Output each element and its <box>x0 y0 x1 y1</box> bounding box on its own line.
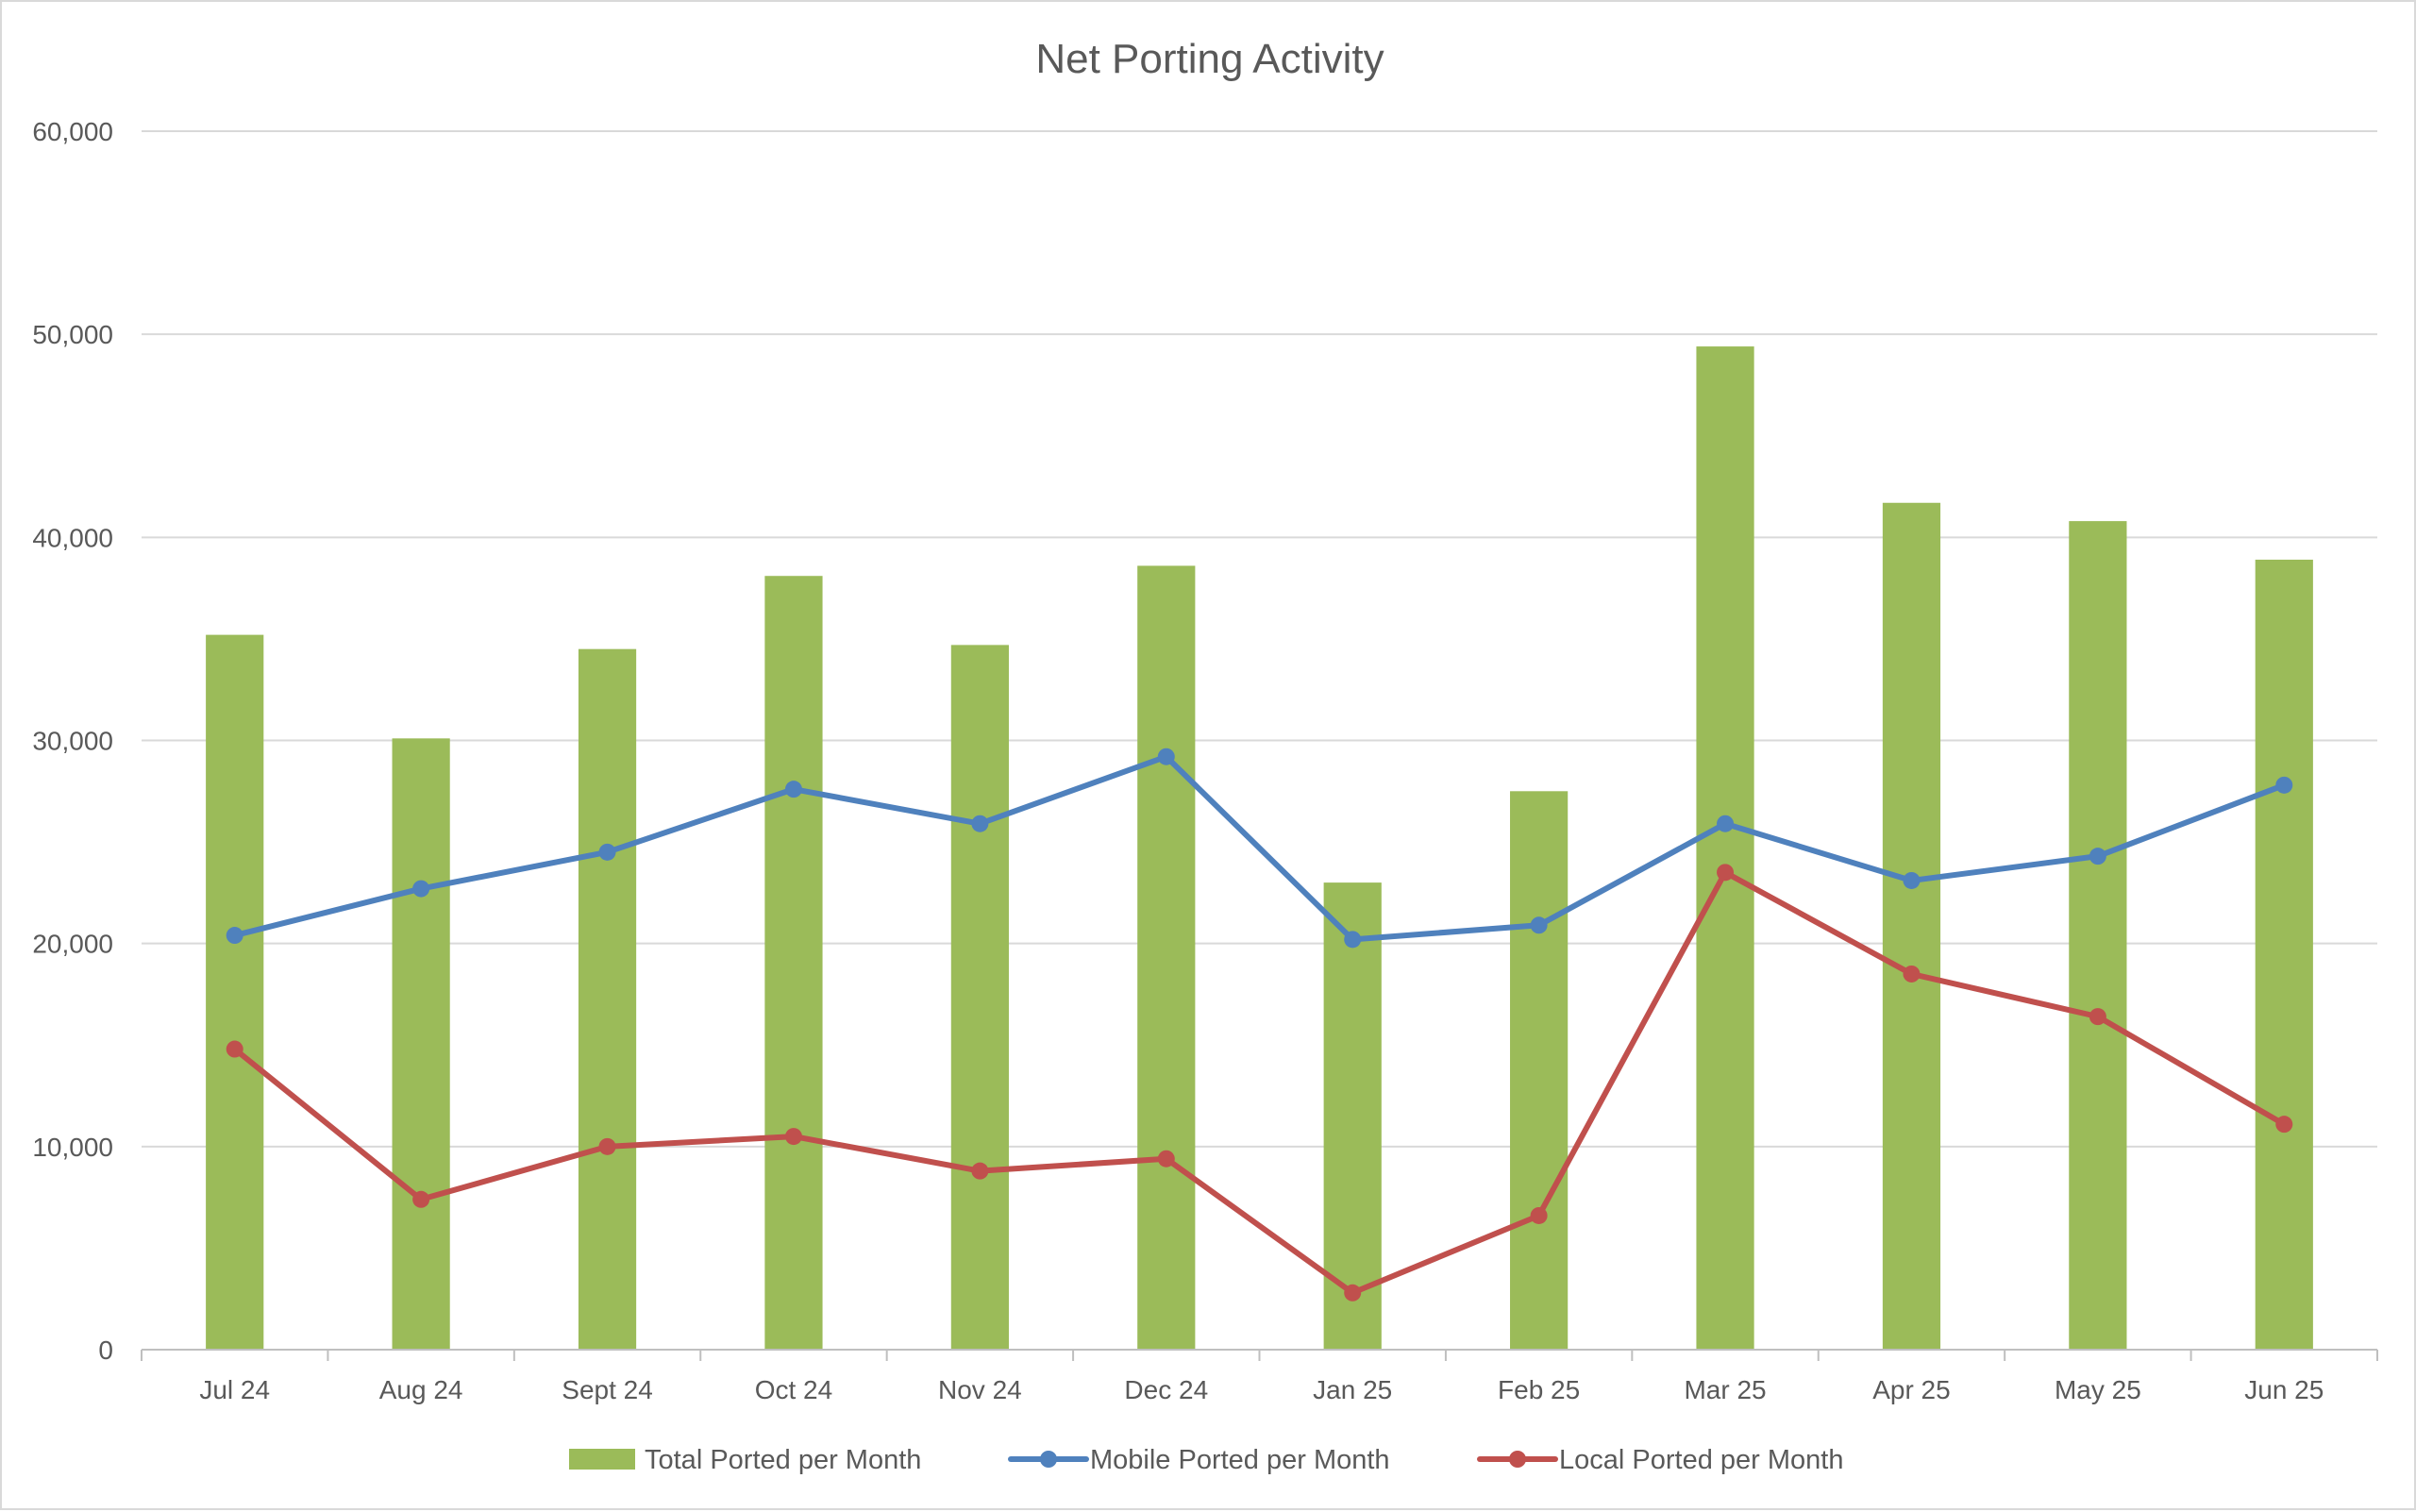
bar <box>392 738 450 1350</box>
x-tick-label: Jul 24 <box>199 1375 270 1404</box>
y-tick-label: 20,000 <box>32 930 113 959</box>
legend-label: Local Ported per Month <box>1559 1445 1843 1475</box>
bar <box>950 645 1009 1350</box>
y-tick-label: 60,000 <box>32 117 113 146</box>
data-point <box>598 1137 616 1155</box>
data-point <box>1157 1150 1175 1168</box>
data-point <box>1717 864 1735 882</box>
bar <box>206 634 264 1350</box>
bar <box>2255 560 2313 1350</box>
y-tick-label: 50,000 <box>32 320 113 349</box>
series-line <box>231 869 2288 1296</box>
bar <box>1323 882 1382 1350</box>
data-point <box>1344 1284 1362 1302</box>
x-tick-label: Sept 24 <box>562 1375 653 1404</box>
legend: Total Ported per Month Mobile Ported per … <box>569 1445 1843 1475</box>
data-point <box>1157 748 1175 765</box>
x-tick-label: Feb 25 <box>1498 1375 1580 1404</box>
x-axis <box>141 1349 2378 1361</box>
x-tick-label: Jan 25 <box>1313 1375 1392 1404</box>
bar <box>578 648 637 1350</box>
data-point <box>784 781 802 798</box>
x-tick-label: May 25 <box>2055 1375 2141 1404</box>
data-point <box>2089 848 2106 865</box>
data-point <box>2275 776 2293 794</box>
data-point <box>2275 1116 2293 1134</box>
data-point <box>1344 931 1362 949</box>
data-point <box>1717 815 1735 832</box>
legend-marker <box>1509 1451 1526 1468</box>
x-tick-label: Dec 24 <box>1124 1375 1208 1404</box>
series-line <box>231 753 2288 943</box>
data-point <box>1903 965 1921 983</box>
y-tick-label: 40,000 <box>32 523 113 552</box>
data-point <box>226 927 243 945</box>
bar <box>1882 502 1941 1350</box>
bar <box>2069 521 2127 1350</box>
bar <box>1510 791 1569 1350</box>
legend-label: Total Ported per Month <box>645 1445 921 1475</box>
y-axis-tick-labels: 0 10,000 20,000 30,000 40,000 50,000 60,000 <box>32 117 113 1365</box>
data-point <box>1903 871 1921 889</box>
data-point <box>412 880 430 898</box>
data-point <box>226 1040 243 1058</box>
x-tick-label: Jun 25 <box>2244 1375 2324 1404</box>
data-point <box>784 1128 802 1146</box>
line-series <box>226 748 2293 1302</box>
x-tick-label: Aug 24 <box>379 1375 463 1404</box>
legend-marker <box>1040 1451 1057 1468</box>
data-point <box>971 815 989 832</box>
y-tick-label: 0 <box>98 1336 113 1365</box>
legend-swatch <box>569 1449 635 1470</box>
bar <box>1696 346 1754 1350</box>
bar <box>1137 565 1196 1350</box>
y-tick-label: 30,000 <box>32 727 113 756</box>
data-point <box>971 1162 989 1180</box>
x-tick-label: Apr 25 <box>1872 1375 1951 1404</box>
x-axis-tick-labels: Jul 24 Aug 24 Sept 24 Oct 24 Nov 24 Dec 24 Jan… <box>199 1375 2324 1404</box>
data-point <box>598 843 616 861</box>
legend-label: Mobile Ported per Month <box>1090 1445 1390 1475</box>
x-tick-label: Oct 24 <box>755 1375 832 1404</box>
x-tick-label: Mar 25 <box>1684 1375 1766 1404</box>
gridlines <box>142 130 2377 1148</box>
data-point <box>412 1190 430 1208</box>
data-point <box>1530 1206 1548 1224</box>
bar <box>764 576 823 1350</box>
x-tick-label: Nov 24 <box>938 1375 1022 1404</box>
data-point <box>2089 1008 2106 1026</box>
bar-series <box>206 346 2313 1350</box>
chart-title: Net Porting Activity <box>1035 36 1384 82</box>
y-tick-label: 10,000 <box>32 1133 113 1162</box>
data-point <box>1530 916 1548 934</box>
